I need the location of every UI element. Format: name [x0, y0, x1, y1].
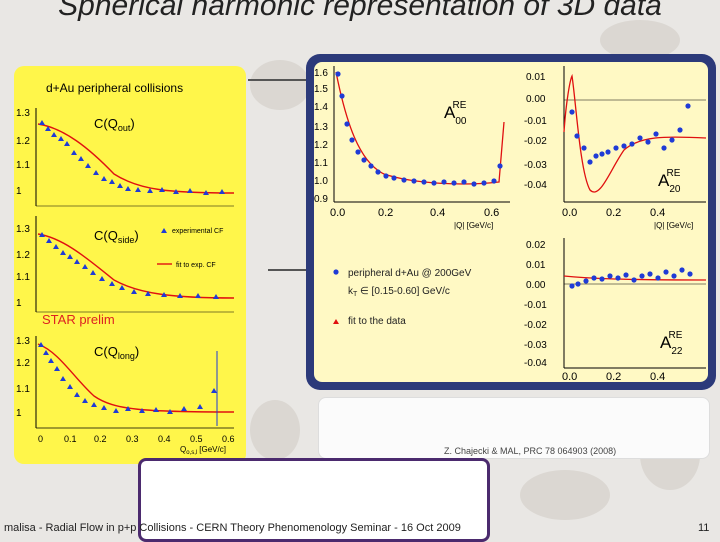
svg-text:1: 1 — [16, 186, 22, 197]
svg-text:1.2: 1.2 — [16, 136, 30, 147]
svg-text:0: 0 — [38, 434, 43, 444]
hbt-correlation-plots: d+Au peripheral collisions 1.3 1.2 1.1 1… — [16, 81, 235, 456]
a20-x-unit: |Q| [GeV/c] — [654, 221, 693, 230]
svg-text:1.6: 1.6 — [314, 68, 328, 79]
slide-footer: malisa - Radial Flow in p+p Collisions -… — [4, 522, 461, 534]
left-x-unit: Qo,s,l [GeV/c] — [180, 445, 226, 456]
c-qside-label: C(Qside) — [94, 228, 139, 245]
svg-text:0.2: 0.2 — [606, 371, 621, 382]
a00-x-unit: |Q| [GeV/c] — [454, 221, 493, 230]
svg-text:-0.02: -0.02 — [524, 136, 547, 147]
svg-text:-0.01: -0.01 — [524, 300, 547, 311]
svg-text:0.6: 0.6 — [222, 434, 235, 444]
svg-text:1.2: 1.2 — [314, 140, 328, 151]
page-number: 11 — [698, 522, 710, 534]
svg-text:1.5: 1.5 — [314, 84, 328, 95]
svg-text:0.2: 0.2 — [606, 207, 621, 219]
c-qlong-label: C(Qlong) — [94, 344, 139, 361]
a20-label: A20RE — [658, 168, 681, 195]
svg-text:1.4: 1.4 — [314, 102, 328, 113]
svg-text:0.4: 0.4 — [650, 207, 665, 219]
a00-plot: 1.6 1.5 1.4 1.3 1.2 1.1 1.0 0.9 A00RE — [314, 66, 510, 230]
svg-text:1.0: 1.0 — [314, 176, 328, 187]
legend-fit: fit to exp. CF — [176, 262, 216, 269]
svg-text:1.3: 1.3 — [314, 122, 328, 133]
right-figure-panel: 1.6 1.5 1.4 1.3 1.2 1.1 1.0 0.9 A00RE — [306, 54, 716, 390]
svg-text:0.9: 0.9 — [314, 194, 328, 205]
svg-text:1.3: 1.3 — [16, 336, 30, 347]
svg-text:0.3: 0.3 — [126, 434, 139, 444]
c-qout-label: C(Qout) — [94, 116, 135, 133]
svg-text:-0.03: -0.03 — [524, 340, 547, 351]
svg-text:1.1: 1.1 — [16, 272, 30, 283]
svg-text:0.2: 0.2 — [378, 207, 393, 219]
svg-text:0.01: 0.01 — [526, 72, 546, 83]
svg-text:0.00: 0.00 — [526, 94, 546, 105]
svg-text:0.00: 0.00 — [526, 280, 546, 291]
c-qside-points — [39, 232, 219, 299]
a00-label: A00RE — [444, 100, 467, 127]
svg-text:0.0: 0.0 — [330, 207, 345, 219]
a22-plot: 0.02 0.01 0.00 -0.01 -0.02 -0.03 -0.04 A… — [524, 238, 707, 383]
left-figure-panel: d+Au peripheral collisions 1.3 1.2 1.1 1… — [14, 66, 246, 464]
svg-text:1.1: 1.1 — [16, 384, 30, 395]
legend-kt: kT ∈ [0.15-0.60] GeV/c — [348, 286, 450, 298]
c-qout-panel: 1.3 1.2 1.1 1 C(Qout) — [16, 108, 235, 207]
a22-label: A22RE — [660, 330, 683, 357]
svg-text:0.01: 0.01 — [526, 260, 546, 271]
svg-text:-0.04: -0.04 — [524, 180, 547, 191]
a20-plot: 0.01 0.00 -0.01 -0.02 -0.03 -0.04 A20RE … — [524, 66, 707, 230]
star-prelim-label: STAR prelim — [42, 312, 115, 327]
legend-dataset: peripheral d+Au @ 200GeV — [348, 268, 472, 279]
svg-text:0.5: 0.5 — [190, 434, 203, 444]
svg-text:0.1: 0.1 — [64, 434, 77, 444]
spherical-harmonic-plots: 1.6 1.5 1.4 1.3 1.2 1.1 1.0 0.9 A00RE — [314, 66, 707, 383]
c-qout-points — [39, 120, 225, 195]
a20-points — [569, 103, 691, 165]
svg-text:-0.04: -0.04 — [524, 358, 547, 369]
svg-text:1.3: 1.3 — [16, 108, 30, 119]
svg-text:0.4: 0.4 — [650, 371, 665, 382]
svg-text:1: 1 — [16, 298, 22, 309]
svg-text:0.4: 0.4 — [430, 207, 445, 219]
svg-text:1: 1 — [16, 408, 22, 419]
a00-points — [335, 71, 503, 187]
legend-fit-data: fit to the data — [348, 316, 406, 327]
svg-text:0.4: 0.4 — [158, 434, 171, 444]
svg-text:1.1: 1.1 — [314, 158, 328, 169]
svg-text:1.1: 1.1 — [16, 160, 30, 171]
left-figure-label: d+Au peripheral collisions — [46, 81, 183, 95]
svg-text:1.2: 1.2 — [16, 250, 30, 261]
slide-title: Spherical harmonic representation of 3D … — [58, 0, 662, 22]
svg-text:-0.03: -0.03 — [524, 160, 547, 171]
svg-text:1.2: 1.2 — [16, 358, 30, 369]
c-qlong-panel: 1.3 1.2 1.1 1 C(Qlong) 0 0.1 0.2 0.3 0.4… — [16, 336, 235, 456]
svg-text:0.6: 0.6 — [484, 207, 499, 219]
svg-text:0.2: 0.2 — [94, 434, 107, 444]
svg-text:0.0: 0.0 — [562, 207, 577, 219]
legend-experimental: experimental CF — [172, 228, 223, 235]
caption-box — [318, 397, 710, 459]
svg-text:1.3: 1.3 — [16, 224, 30, 235]
svg-text:0.0: 0.0 — [562, 371, 577, 382]
svg-text:-0.02: -0.02 — [524, 320, 547, 331]
c-qside-panel: 1.3 1.2 1.1 1 C(Qside) experimental CF f… — [16, 216, 235, 313]
a22-points — [569, 267, 693, 289]
c-qlong-points — [38, 342, 217, 414]
svg-text:-0.01: -0.01 — [524, 116, 547, 127]
svg-text:0.02: 0.02 — [526, 240, 546, 251]
right-legend: peripheral d+Au @ 200GeV kT ∈ [0.15-0.60… — [333, 268, 472, 327]
citation: Z. Chajecki & MAL, PRC 78 064903 (2008) — [444, 446, 617, 456]
